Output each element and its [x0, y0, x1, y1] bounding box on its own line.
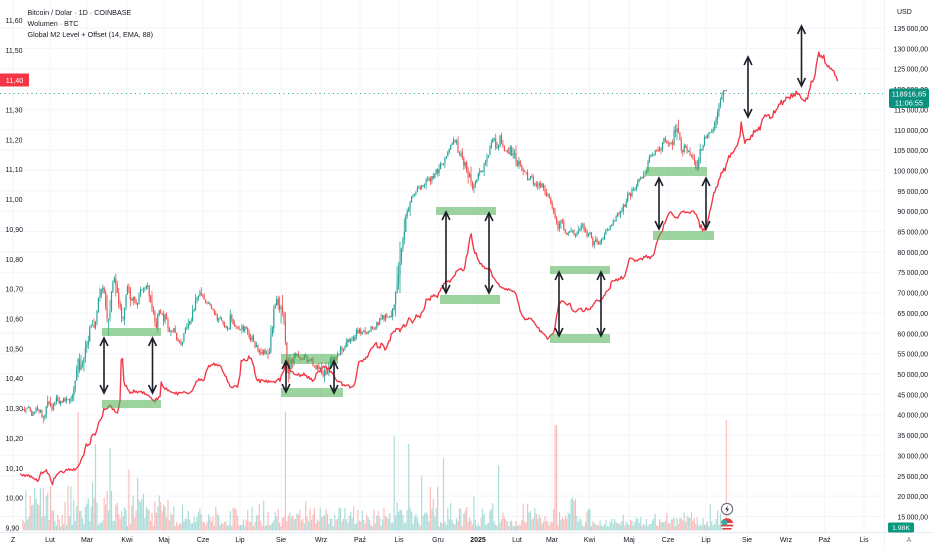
svg-text:11,50: 11,50	[6, 48, 23, 55]
svg-text:11:06:55: 11:06:55	[895, 99, 923, 108]
svg-text:Lut: Lut	[512, 537, 522, 544]
svg-text:95 000,00: 95 000,00	[897, 189, 928, 196]
svg-text:11,30: 11,30	[6, 108, 23, 115]
svg-text:USD: USD	[897, 9, 912, 16]
svg-text:70 000,00: 70 000,00	[897, 291, 928, 298]
svg-text:45 000,00: 45 000,00	[897, 392, 928, 399]
svg-text:75 000,00: 75 000,00	[897, 270, 928, 277]
svg-text:85 000,00: 85 000,00	[897, 230, 928, 237]
svg-text:A: A	[907, 537, 912, 544]
svg-text:Kwi: Kwi	[584, 537, 596, 544]
svg-text:Cze: Cze	[662, 537, 675, 544]
svg-text:115 000,00: 115 000,00	[894, 107, 928, 114]
svg-text:Kwi: Kwi	[121, 537, 133, 544]
svg-text:110 000,00: 110 000,00	[894, 128, 928, 135]
svg-text:10,50: 10,50	[6, 346, 24, 353]
svg-text:1.98K: 1.98K	[892, 525, 910, 532]
svg-text:Lut: Lut	[45, 537, 55, 544]
svg-text:10,70: 10,70	[6, 287, 24, 294]
svg-text:10,90: 10,90	[6, 227, 24, 234]
svg-text:130 000,00: 130 000,00	[894, 46, 929, 53]
svg-text:60 000,00: 60 000,00	[897, 331, 928, 338]
svg-text:Mar: Mar	[81, 537, 94, 544]
svg-text:100 000,00: 100 000,00	[894, 169, 929, 176]
svg-text:10,20: 10,20	[6, 436, 24, 443]
svg-text:15 000,00: 15 000,00	[897, 515, 928, 522]
svg-text:40 000,00: 40 000,00	[897, 413, 928, 420]
svg-text:Z: Z	[11, 537, 16, 544]
svg-text:Cze: Cze	[197, 537, 210, 544]
svg-text:105 000,00: 105 000,00	[894, 148, 929, 155]
svg-text:50 000,00: 50 000,00	[897, 372, 928, 379]
svg-text:11,10: 11,10	[6, 167, 23, 174]
svg-text:80 000,00: 80 000,00	[897, 250, 928, 257]
svg-text:90 000,00: 90 000,00	[897, 209, 928, 216]
svg-text:118916,65: 118916,65	[892, 90, 926, 99]
svg-text:35 000,00: 35 000,00	[897, 433, 928, 440]
svg-text:10,30: 10,30	[6, 406, 24, 413]
svg-text:55 000,00: 55 000,00	[897, 352, 928, 359]
svg-text:11,60: 11,60	[6, 18, 23, 25]
svg-text:20 000,00: 20 000,00	[897, 494, 928, 501]
svg-text:Maj: Maj	[158, 537, 170, 544]
svg-text:Global M2 Level + Offset (14,: Global M2 Level + Offset (14, EMA, 88)	[28, 30, 154, 39]
svg-text:10,00: 10,00	[6, 496, 24, 503]
svg-text:Lis: Lis	[395, 537, 404, 544]
svg-text:65 000,00: 65 000,00	[897, 311, 928, 318]
svg-text:Bitcoin / Dolar · 1D · COINBAS: Bitcoin / Dolar · 1D · COINBASE	[28, 8, 132, 17]
svg-text:Lis: Lis	[860, 537, 869, 544]
svg-text:10,80: 10,80	[6, 257, 24, 264]
svg-text:Lip: Lip	[701, 537, 710, 544]
svg-text:10,60: 10,60	[6, 317, 24, 324]
svg-text:10,10: 10,10	[6, 466, 24, 473]
svg-text:Sie: Sie	[276, 537, 286, 544]
svg-text:2025: 2025	[470, 537, 486, 544]
svg-text:9,90: 9,90	[6, 526, 20, 533]
svg-text:10,40: 10,40	[6, 376, 24, 383]
svg-text:11,40: 11,40	[6, 76, 23, 85]
svg-text:Gru: Gru	[432, 537, 444, 544]
svg-text:11,20: 11,20	[6, 137, 23, 144]
svg-text:Lip: Lip	[235, 537, 244, 544]
svg-text:Maj: Maj	[623, 537, 635, 544]
svg-text:Paź: Paź	[354, 537, 367, 544]
svg-text:25 000,00: 25 000,00	[897, 474, 928, 481]
svg-text:125 000,00: 125 000,00	[894, 67, 929, 74]
svg-text:Mar: Mar	[546, 537, 559, 544]
svg-text:Wrz: Wrz	[780, 537, 793, 544]
svg-text:Sie: Sie	[742, 537, 752, 544]
svg-text:135 000,00: 135 000,00	[894, 26, 929, 33]
svg-text:Wrz: Wrz	[315, 537, 328, 544]
svg-text:Wolumen · BTC: Wolumen · BTC	[28, 19, 79, 28]
svg-text:Paź: Paź	[818, 537, 831, 544]
svg-text:11,00: 11,00	[6, 197, 23, 204]
svg-text:30 000,00: 30 000,00	[897, 453, 928, 460]
